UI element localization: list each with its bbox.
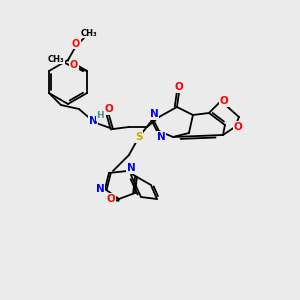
Text: O: O [105, 104, 113, 114]
Text: N: N [150, 109, 158, 119]
Text: O: O [234, 122, 242, 132]
Text: N: N [96, 184, 104, 194]
Text: H: H [96, 112, 104, 121]
Text: N: N [127, 163, 135, 173]
Text: N: N [157, 132, 165, 142]
Text: N: N [88, 116, 97, 126]
Text: S: S [135, 132, 143, 142]
Text: O: O [220, 96, 228, 106]
Text: O: O [106, 194, 115, 204]
Text: CH₃: CH₃ [48, 55, 64, 64]
Text: O: O [72, 39, 80, 49]
Text: O: O [175, 82, 183, 92]
Text: O: O [70, 60, 78, 70]
Text: CH₃: CH₃ [81, 28, 97, 38]
